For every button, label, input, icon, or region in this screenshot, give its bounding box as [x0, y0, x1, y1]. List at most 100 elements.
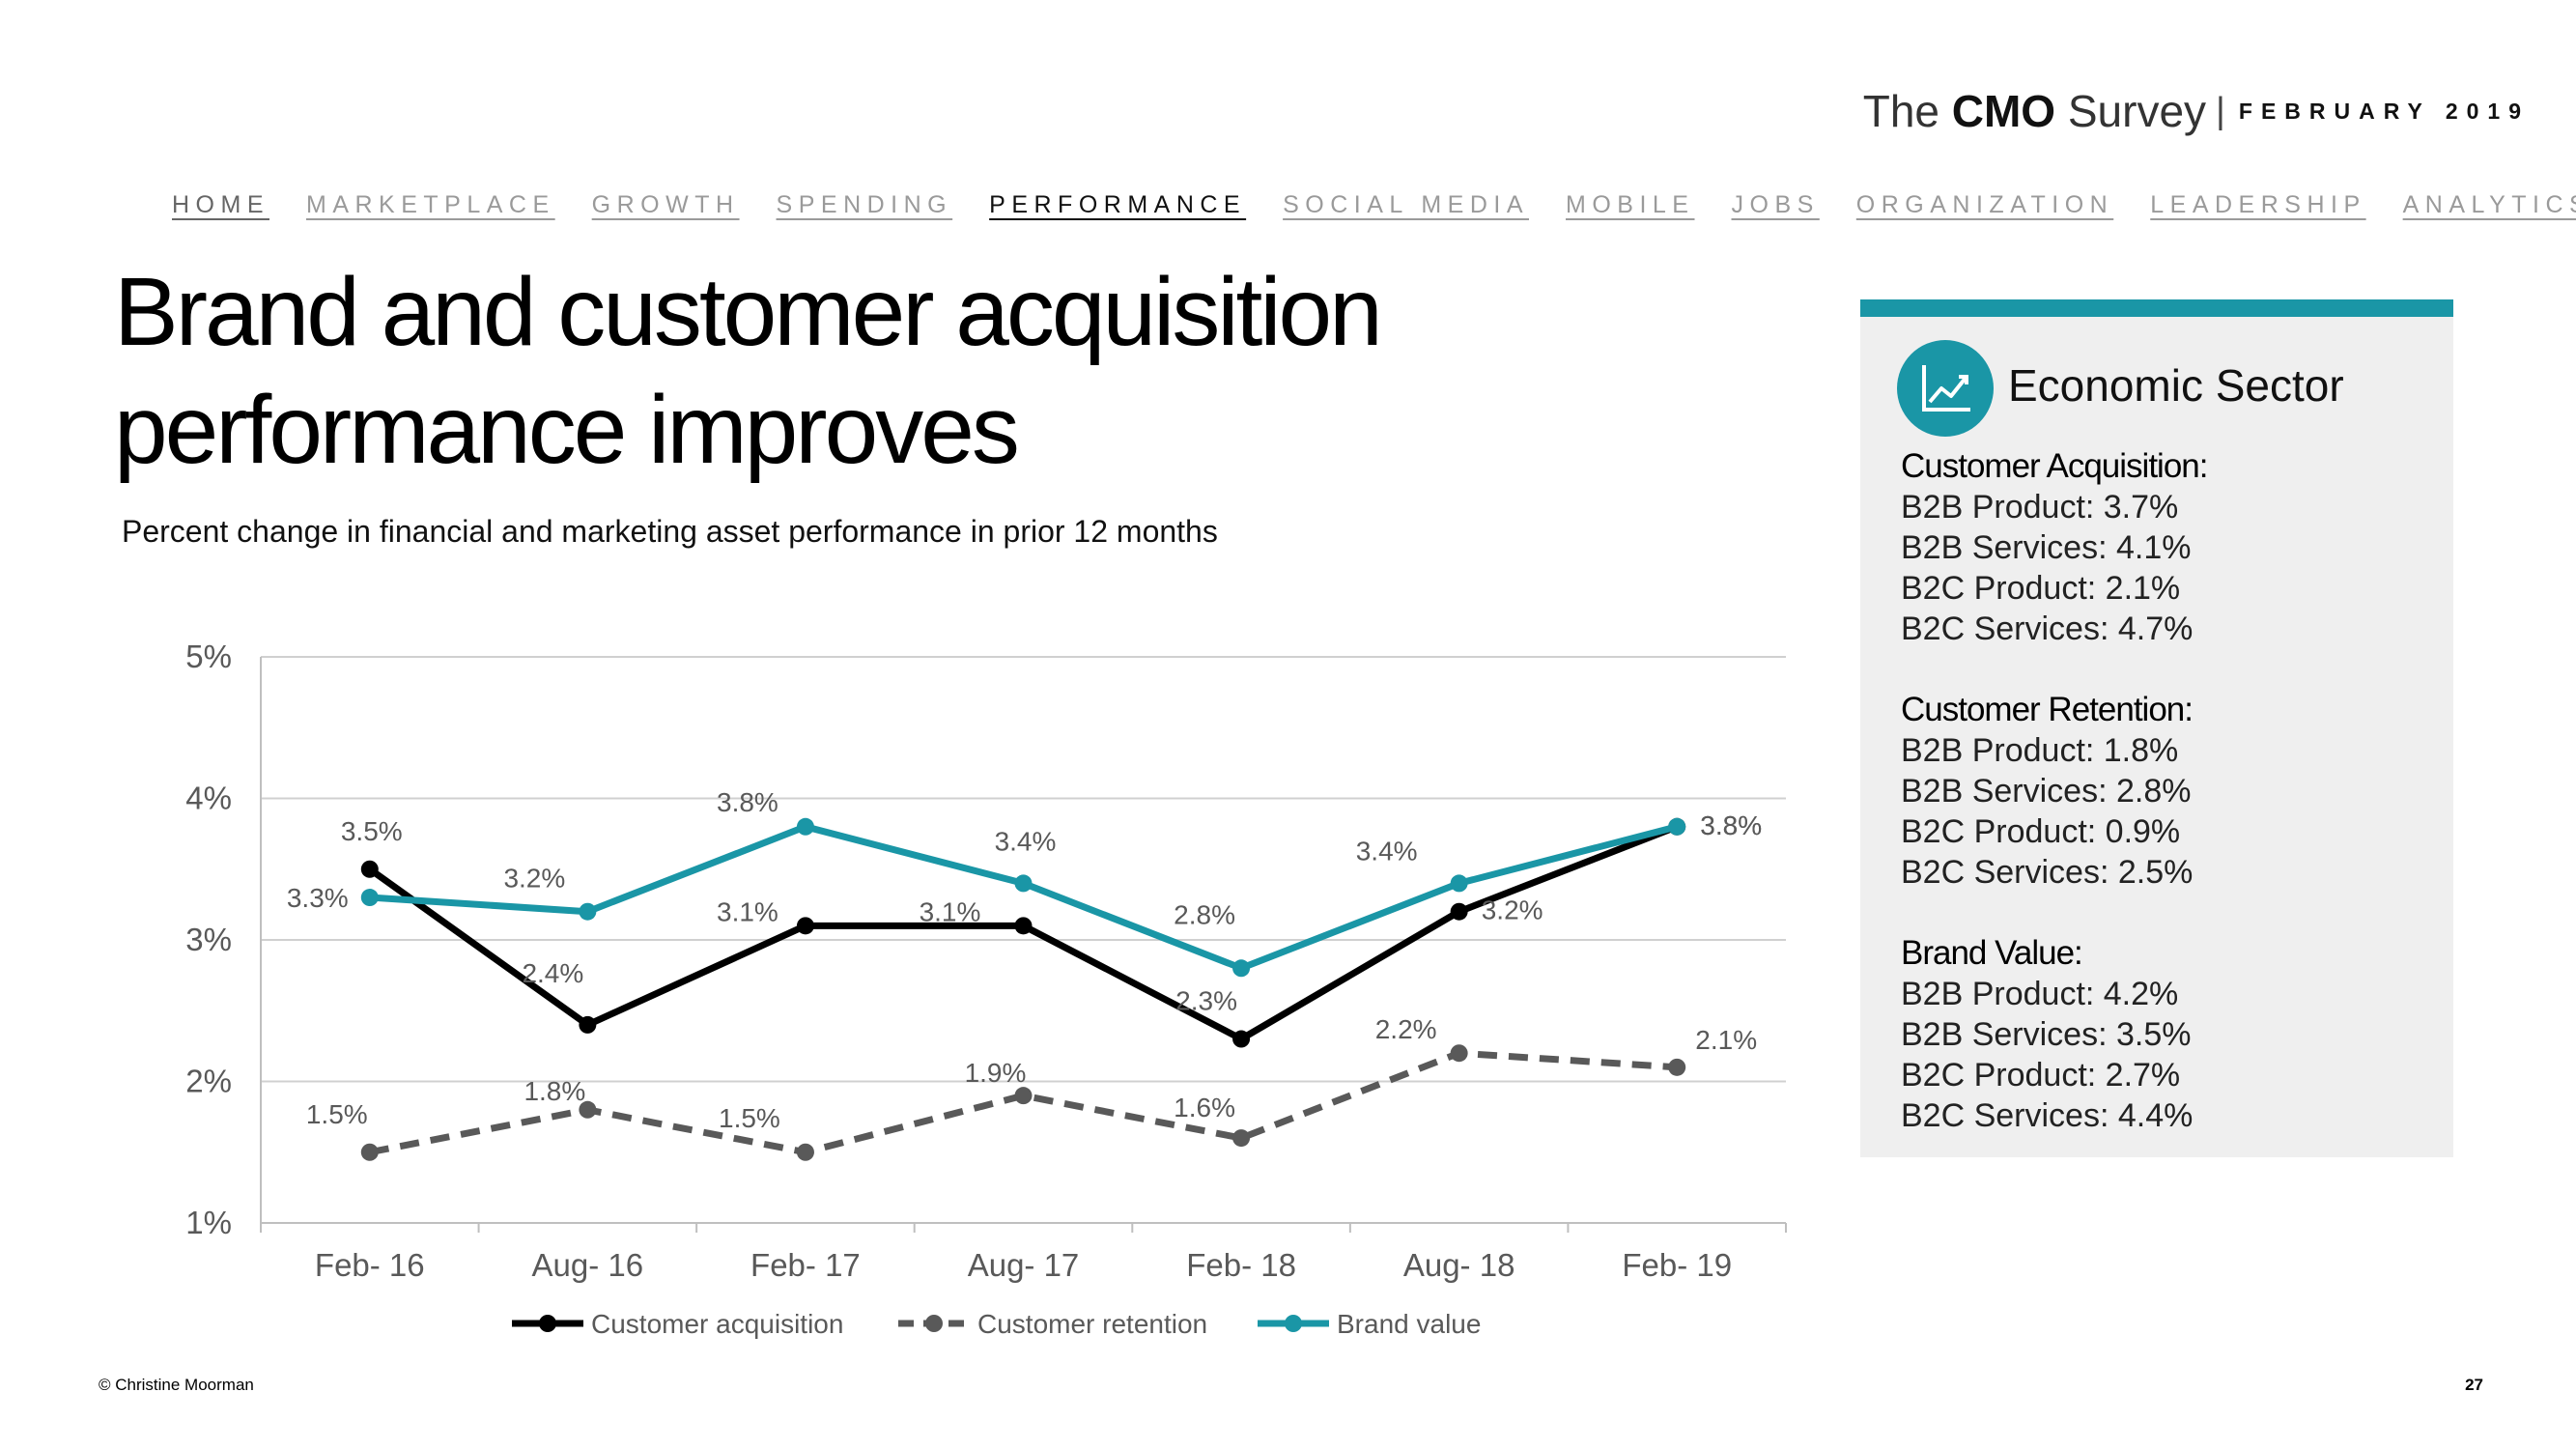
x-tick-label: Aug- 17 [968, 1247, 1080, 1283]
retention-section: Customer Retention: B2B Product: 1.8% B2… [1901, 690, 2442, 893]
data-point-brand [796, 817, 814, 836]
legend-marker-brand [1285, 1315, 1302, 1332]
data-label-acquisition: 2.3% [1175, 986, 1237, 1016]
nav-spending[interactable]: SPENDING [776, 191, 953, 218]
data-label-acquisition: 3.1% [920, 896, 981, 926]
data-point-brand [360, 889, 379, 907]
economic-sector-panel: Economic Sector Customer Acquisition: B2… [1860, 299, 2453, 1157]
data-point-retention [1232, 1129, 1251, 1148]
data-point-brand [1450, 874, 1468, 893]
legend-label-acquisition: Customer acquisition [591, 1309, 843, 1339]
section-line: B2B Product: 1.8% [1901, 732, 2179, 769]
data-point-retention [1014, 1087, 1033, 1105]
data-label-brand: 3.8% [1700, 810, 1762, 840]
panel-title: Economic Sector [2008, 360, 2344, 411]
data-point-retention [1450, 1044, 1468, 1063]
nav-jobs[interactable]: JOBS [1731, 191, 1820, 218]
data-point-retention [796, 1143, 814, 1161]
top-navigation: HOME MARKETPLACE GROWTH SPENDING PERFORM… [172, 191, 2576, 219]
section-line: B2C Product: 2.7% [1901, 1057, 2181, 1094]
page-title-line-1: Brand and customer acquisition [114, 258, 1383, 366]
x-tick-label: Feb- 19 [1622, 1247, 1732, 1283]
section-heading: Customer Acquisition: [1901, 447, 2208, 485]
brand-value-section: Brand Value: B2B Product: 4.2% B2B Servi… [1901, 933, 2442, 1136]
page-title-line-2: performance improves [114, 376, 1020, 484]
data-point-retention [1668, 1058, 1686, 1076]
nav-growth[interactable]: GROWTH [591, 191, 740, 218]
data-label-brand: 3.4% [1356, 836, 1418, 866]
data-point-acquisition [796, 917, 814, 935]
data-point-acquisition [1450, 902, 1468, 921]
data-label-retention: 1.9% [965, 1058, 1027, 1088]
nav-performance[interactable]: PERFORMANCE [989, 191, 1247, 218]
data-label-acquisition: 3.5% [341, 816, 403, 846]
page-title: Brand and customer acquisition performan… [114, 253, 1383, 489]
section-line: B2C Product: 2.1% [1901, 570, 2181, 607]
y-tick-label: 4% [185, 781, 232, 816]
data-point-brand [1668, 817, 1686, 836]
survey-brand: The CMO Survey | FEBRUARY 2019 [1863, 85, 2530, 137]
data-label-retention: 1.5% [719, 1103, 780, 1133]
section-line: B2B Services: 4.1% [1901, 529, 2192, 566]
data-point-acquisition [579, 1015, 597, 1034]
data-point-acquisition [1014, 917, 1033, 935]
data-label-acquisition: 3.2% [1482, 895, 1543, 925]
legend-label-brand: Brand value [1337, 1309, 1481, 1339]
x-tick-label: Feb- 16 [315, 1247, 425, 1283]
x-tick-label: Feb- 17 [750, 1247, 861, 1283]
nav-home[interactable]: HOME [172, 191, 269, 218]
data-point-brand [1014, 874, 1033, 893]
nav-social-media[interactable]: SOCIAL MEDIA [1283, 191, 1530, 218]
data-label-acquisition: 3.8% [1700, 810, 1762, 840]
section-line: B2C Product: 0.9% [1901, 813, 2181, 850]
section-heading: Customer Retention: [1901, 691, 2194, 728]
nav-analytics[interactable]: ANALYTICS [2402, 191, 2576, 218]
legend-label-retention: Customer retention [977, 1309, 1207, 1339]
y-tick-label: 2% [185, 1064, 232, 1099]
data-point-brand [1232, 959, 1251, 978]
panel-accent-bar [1860, 299, 2453, 317]
data-label-brand: 3.3% [287, 883, 349, 913]
y-tick-label: 1% [185, 1205, 232, 1240]
data-label-brand: 3.2% [503, 864, 565, 894]
nav-organization[interactable]: ORGANIZATION [1855, 191, 2114, 218]
section-line: B2C Services: 4.7% [1901, 611, 2194, 647]
copyright-notice: © Christine Moorman [99, 1376, 254, 1394]
acquisition-section: Customer Acquisition: B2B Product: 3.7% … [1901, 446, 2442, 649]
data-label-retention: 1.6% [1174, 1093, 1235, 1122]
section-line: B2B Product: 3.7% [1901, 489, 2179, 526]
data-label-acquisition: 3.1% [717, 896, 778, 926]
data-point-brand [579, 902, 597, 921]
nav-leadership[interactable]: LEADERSHIP [2150, 191, 2366, 218]
data-label-retention: 2.2% [1375, 1014, 1437, 1044]
panel-content: Customer Acquisition: B2B Product: 3.7% … [1901, 446, 2442, 1177]
data-label-retention: 1.8% [524, 1076, 585, 1106]
section-line: B2B Services: 3.5% [1901, 1016, 2192, 1053]
x-tick-label: Aug- 18 [1403, 1247, 1515, 1283]
section-line: B2B Services: 2.8% [1901, 773, 2192, 810]
data-label-retention: 1.5% [306, 1099, 368, 1129]
section-heading: Brand Value: [1901, 934, 2083, 972]
data-point-retention [360, 1143, 379, 1161]
data-point-acquisition [360, 860, 379, 878]
data-label-acquisition: 2.4% [522, 958, 583, 988]
data-label-retention: 2.1% [1695, 1025, 1757, 1055]
survey-logo: The CMO Survey [1862, 86, 2207, 136]
legend-marker-retention [925, 1315, 943, 1332]
x-tick-label: Aug- 16 [532, 1247, 644, 1283]
data-point-acquisition [1232, 1030, 1251, 1048]
y-tick-label: 5% [185, 639, 232, 674]
nav-mobile[interactable]: MOBILE [1566, 191, 1695, 218]
legend-marker-acquisition [539, 1315, 556, 1332]
survey-date: FEBRUARY 2019 [2238, 98, 2530, 124]
line-chart-icon [1897, 340, 1994, 437]
x-tick-label: Feb- 18 [1186, 1247, 1296, 1283]
brand-separator: | [2216, 90, 2225, 131]
section-line: B2B Product: 4.2% [1901, 976, 2179, 1012]
y-tick-label: 3% [185, 922, 232, 957]
data-label-brand: 2.8% [1174, 899, 1235, 929]
section-line: B2C Services: 4.4% [1901, 1097, 2194, 1134]
nav-marketplace[interactable]: MARKETPLACE [306, 191, 555, 218]
page-number: 27 [2465, 1376, 2483, 1394]
